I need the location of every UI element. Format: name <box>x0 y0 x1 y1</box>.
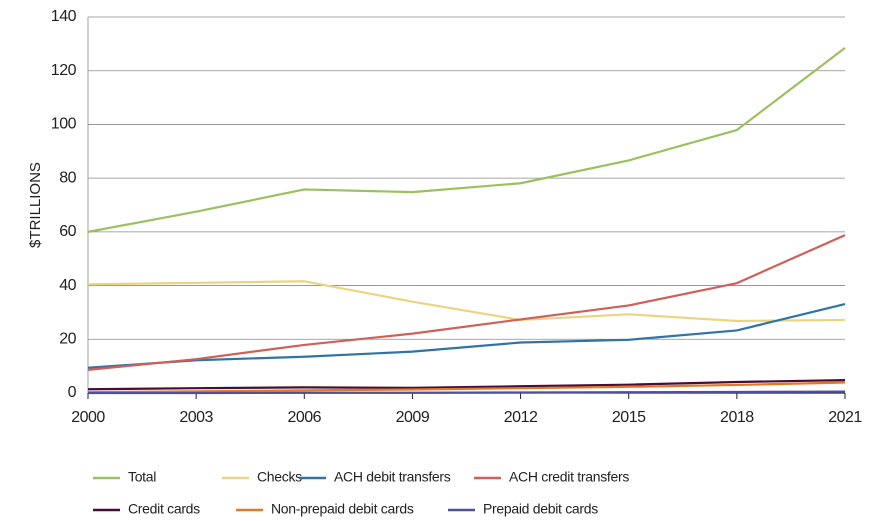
legend-label: Checks <box>257 469 302 485</box>
y-tick-label: 100 <box>51 116 77 133</box>
x-tick-label: 2006 <box>287 409 321 426</box>
legend-label: ACH credit transfers <box>509 469 629 485</box>
series-line <box>87 381 846 394</box>
x-tick-label: 2009 <box>396 409 430 426</box>
series-line <box>87 303 846 369</box>
x-tick-label: 2021 <box>828 409 862 426</box>
y-tick-label: 0 <box>68 384 77 401</box>
legend-label: Total <box>128 469 156 485</box>
legend-label: Non-prepaid debit cards <box>271 501 414 517</box>
y-tick-label: 80 <box>59 169 76 186</box>
legend-label: Prepaid debit cards <box>483 501 598 517</box>
series-line <box>87 379 846 391</box>
legend-label: Credit cards <box>128 501 200 517</box>
x-tick-label: 2000 <box>71 409 105 426</box>
series-line <box>87 47 846 233</box>
y-tick-label: 20 <box>59 331 76 348</box>
series-line <box>87 234 846 371</box>
x-tick-label: 2003 <box>179 409 213 426</box>
y-tick-label: 140 <box>51 8 77 25</box>
legend-label: ACH debit transfers <box>334 469 451 485</box>
y-tick-label: 40 <box>59 277 76 294</box>
x-tick-label: 2012 <box>504 409 538 426</box>
y-axis-label: $TRILLIONS <box>27 162 44 248</box>
series-line <box>88 390 846 395</box>
y-tick-label: 120 <box>51 62 77 79</box>
y-tick-label: 60 <box>59 223 76 240</box>
series-line <box>87 280 846 323</box>
x-tick-label: 2015 <box>612 409 646 426</box>
x-tick-label: 2018 <box>720 409 754 426</box>
